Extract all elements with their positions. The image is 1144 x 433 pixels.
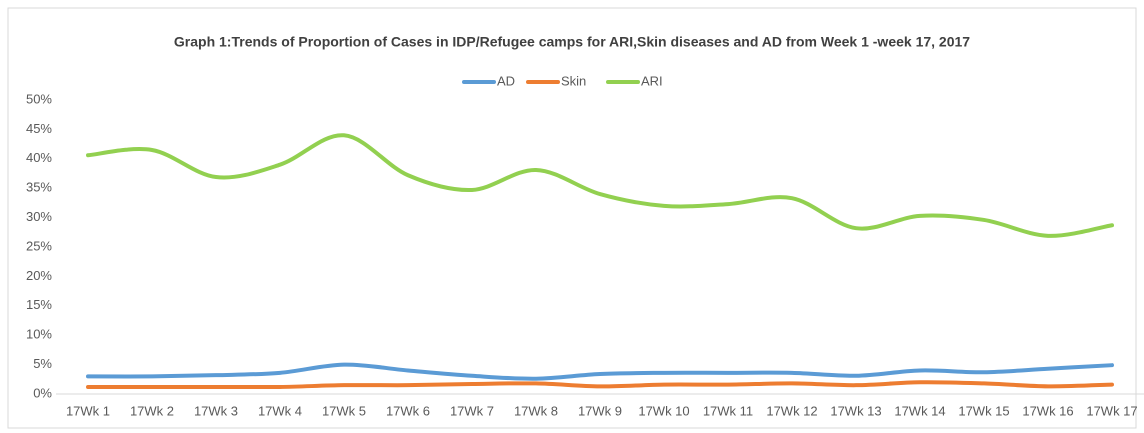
x-tick-label: 17Wk 8: [514, 403, 558, 418]
series-line: [86, 380, 1114, 390]
x-tick-label: 17Wk 9: [578, 403, 622, 418]
x-tick-label: 17Wk 11: [703, 403, 753, 418]
series-line: [86, 362, 1114, 381]
y-tick-label: 45%: [26, 121, 52, 136]
y-tick-label: 20%: [26, 268, 52, 283]
x-tick-label: 17Wk 5: [322, 403, 366, 418]
x-tick-label: 17Wk 12: [766, 403, 817, 418]
y-tick-label: 40%: [26, 150, 52, 165]
x-tick-label: 17Wk 3: [194, 403, 238, 418]
series-line: [86, 133, 1114, 238]
y-tick-label: 25%: [26, 238, 52, 253]
x-tick-label: 17Wk 13: [830, 403, 881, 418]
y-tick-label: 15%: [26, 297, 52, 312]
y-tick-label: 35%: [26, 180, 52, 195]
y-tick-label: 30%: [26, 209, 52, 224]
x-tick-label: 17Wk 1: [66, 403, 110, 418]
x-tick-label: 17Wk 4: [258, 403, 302, 418]
x-tick-label: 17Wk 7: [450, 403, 494, 418]
x-tick-label: 17Wk 16: [1022, 403, 1073, 418]
x-tick-label: 17Wk 10: [638, 403, 689, 418]
y-tick-label: 0%: [33, 385, 52, 400]
legend-label: Skin: [561, 73, 586, 88]
x-tick-label: 17Wk 14: [894, 403, 945, 418]
x-tick-label: 17Wk 17: [1086, 403, 1137, 418]
y-tick-label: 5%: [33, 356, 52, 371]
x-tick-label: 17Wk 2: [130, 403, 174, 418]
y-tick-label: 10%: [26, 327, 52, 342]
chart-frame: [7, 7, 1137, 429]
x-tick-label: 17Wk 15: [958, 403, 1009, 418]
chart-title: Graph 1:Trends of Proportion of Cases in…: [174, 34, 970, 50]
legend-label: AD: [497, 73, 515, 88]
y-tick-label: 50%: [26, 91, 52, 106]
x-tick-label: 17Wk 6: [386, 403, 430, 418]
legend-label: ARI: [641, 73, 663, 88]
